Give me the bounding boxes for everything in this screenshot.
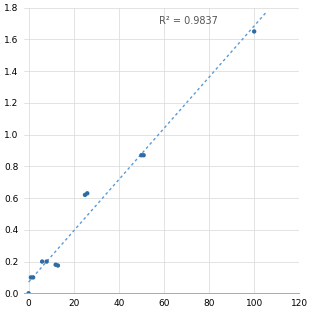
Point	[31, 275, 36, 280]
Point	[82, 193, 87, 197]
Point	[26, 291, 31, 296]
Point	[44, 259, 49, 264]
Point	[53, 262, 58, 267]
Point	[85, 191, 90, 196]
Point	[139, 153, 144, 158]
Text: R² = 0.9837: R² = 0.9837	[159, 16, 218, 26]
Point	[28, 275, 33, 280]
Point	[141, 153, 146, 158]
Point	[252, 29, 257, 34]
Point	[56, 263, 61, 268]
Point	[40, 259, 45, 264]
